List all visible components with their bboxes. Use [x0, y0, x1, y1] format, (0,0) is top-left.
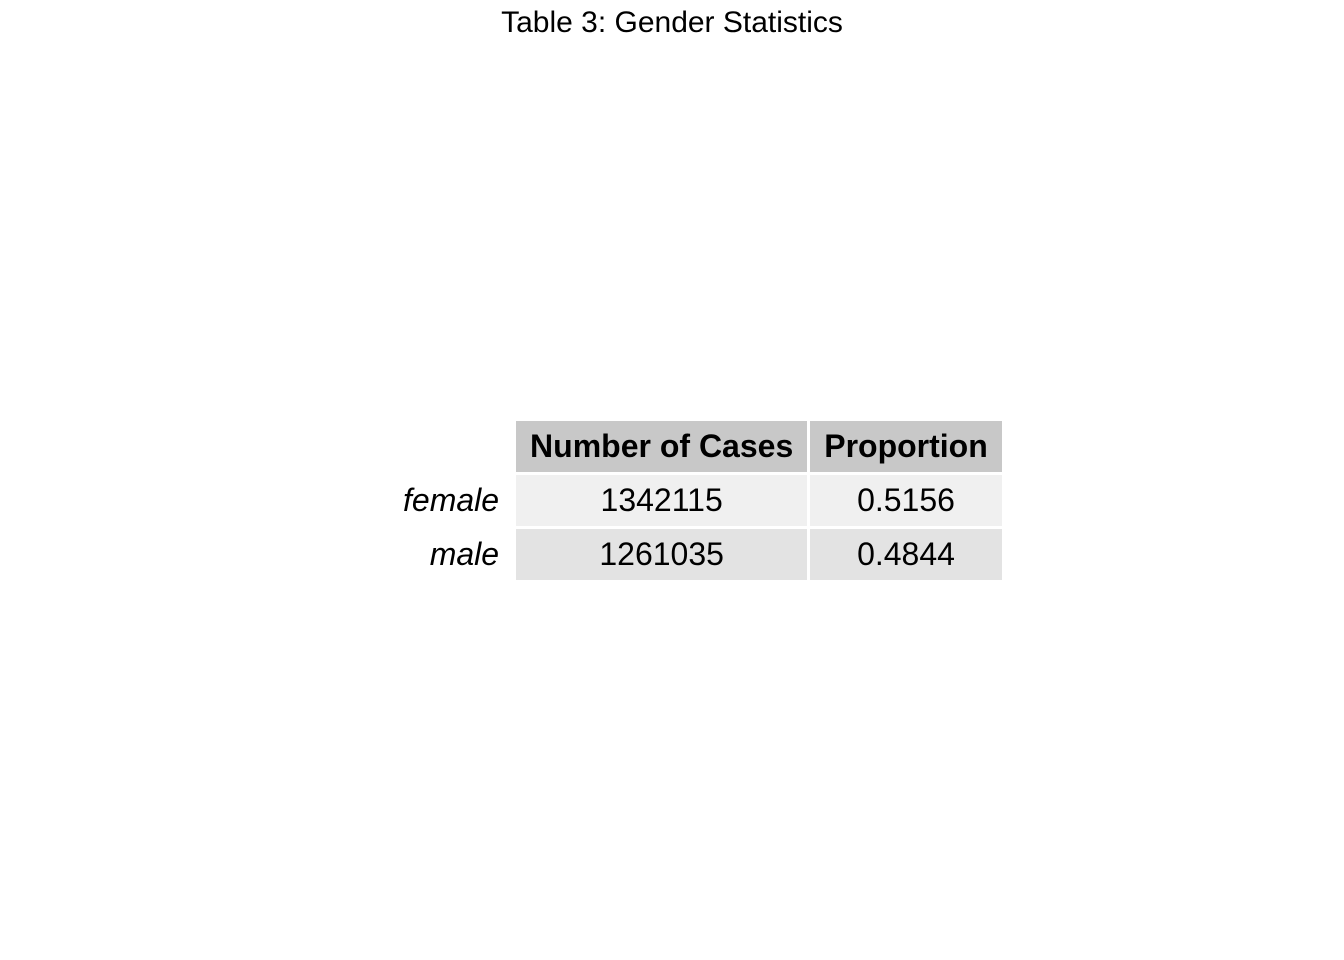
cell-male-number-of-cases: 1261035	[516, 529, 808, 580]
statistics-table-container: Number of Cases Proportion female 134211…	[389, 421, 1002, 580]
table-row: female 1342115 0.5156	[389, 475, 1002, 526]
corner-cell	[389, 421, 513, 472]
row-label-female: female	[403, 482, 500, 518]
header-row: Number of Cases Proportion	[389, 421, 1002, 472]
row-label-male: male	[429, 536, 500, 572]
gender-statistics-table: Number of Cases Proportion female 134211…	[386, 418, 1005, 583]
cell-male-proportion: 0.4844	[810, 529, 1002, 580]
table-row: male 1261035 0.4844	[389, 529, 1002, 580]
column-header-number-of-cases: Number of Cases	[516, 421, 808, 472]
cell-female-proportion: 0.5156	[810, 475, 1002, 526]
column-header-proportion: Proportion	[810, 421, 1002, 472]
table-title: Table 3: Gender Statistics	[501, 6, 843, 39]
cell-female-number-of-cases: 1342115	[516, 475, 808, 526]
